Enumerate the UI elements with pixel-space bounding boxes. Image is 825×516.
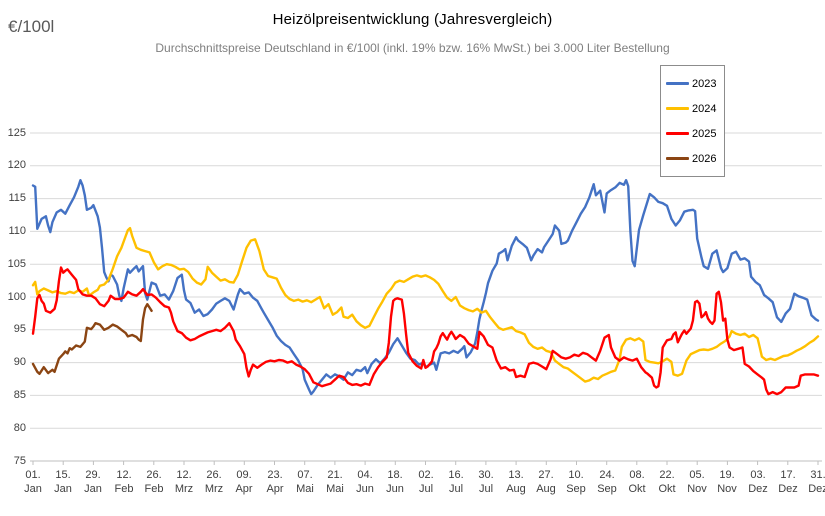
x-axis-label-16.Jul: 16. Jul [448,469,464,495]
x-axis-label-29.Jan: 29. Jan [84,469,102,495]
x-axis-label-04.Jun: 04. Jun [356,469,374,495]
x-axis-label-30.Jul: 30. Jul [478,469,494,495]
x-axis-label-09.Apr: 09. Apr [235,469,253,495]
y-axis-label-100: 100 [7,291,26,303]
x-axis-label-19.Nov: 19. Nov [717,469,737,495]
x-axis-label-31.Dez: 31.Dez [808,469,825,495]
x-axis-label-05.Nov: 05. Nov [687,469,707,495]
chart-title: Heizölpreisentwicklung (Jahresvergleich) [272,11,553,28]
y-axis-label-110: 110 [8,225,26,237]
x-axis-label-02.Jul: 02. Jul [418,469,434,495]
x-axis-label-07.Mai: 07. Mai [296,469,314,495]
chart-subtitle: Durchschnittspreise Deutschland in €/100… [155,41,670,55]
x-axis-label-12.Mrz: 12. Mrz [174,469,194,495]
legend-label-2023: 2023 [692,77,717,90]
legend-label-2024: 2024 [692,102,717,115]
legend-item-2026: 2026 [666,146,724,171]
y-axis-label-75: 75 [13,455,26,467]
legend-swatch-2024 [666,107,689,110]
legend-swatch-2023 [666,82,689,85]
y-axis-label-95: 95 [13,323,26,335]
series-line-2025 [31,266,820,396]
y-axis-label-105: 105 [7,258,26,270]
legend-label-2025: 2025 [692,127,717,140]
series-line-2024 [31,226,820,383]
x-axis-label-26.Mrz: 26. Mrz [204,469,224,495]
x-axis-label-24.Sep: 24. Sep [597,469,617,495]
x-axis-label-12.Feb: 12. Feb [114,469,134,495]
y-axis-label-115: 115 [8,192,26,204]
legend-swatch-2026 [666,157,689,160]
series-line-2026 [31,303,153,375]
legend-item-2025: 2025 [666,121,724,146]
y-axis-label-80: 80 [13,422,26,434]
x-axis-label-26.Feb: 26. Feb [144,469,164,495]
x-axis-label-15.Jan: 15. Jan [54,469,72,495]
legend-label-2026: 2026 [692,152,717,165]
legend-item-2023: 2023 [666,71,724,96]
y-axis-label-85: 85 [13,389,26,401]
legend-item-2024: 2024 [666,96,724,121]
x-axis-label-18.Jun: 18. Jun [386,469,404,495]
legend-swatch-2025 [666,132,689,135]
x-axis-label-03.Dez: 03. Dez [748,469,768,495]
y-axis-label-90: 90 [13,356,26,368]
x-axis-label-01.Jan: 01. Jan [24,469,42,495]
x-axis-label-22.Okt: 22. Okt [658,469,676,495]
x-axis-label-23.Apr: 23. Apr [266,469,284,495]
series-line-2023 [31,178,820,396]
x-axis-label-13.Aug: 13. Aug [506,469,526,495]
x-axis-label-08.Okt: 08. Okt [628,469,646,495]
y-axis-label-125: 125 [7,127,26,139]
chart-legend: 2023 2024 2025 2026 [660,65,725,177]
x-axis-label-17.Dez: 17. Dez [778,469,798,495]
y-axis-label-120: 120 [7,159,26,171]
x-axis-label-21.Mai: 21. Mai [326,469,344,495]
x-axis-label-27.Aug: 27. Aug [536,469,556,495]
x-axis-label-10.Sep: 10. Sep [566,469,586,495]
y-axis-unit-label: €/100l [8,17,55,36]
